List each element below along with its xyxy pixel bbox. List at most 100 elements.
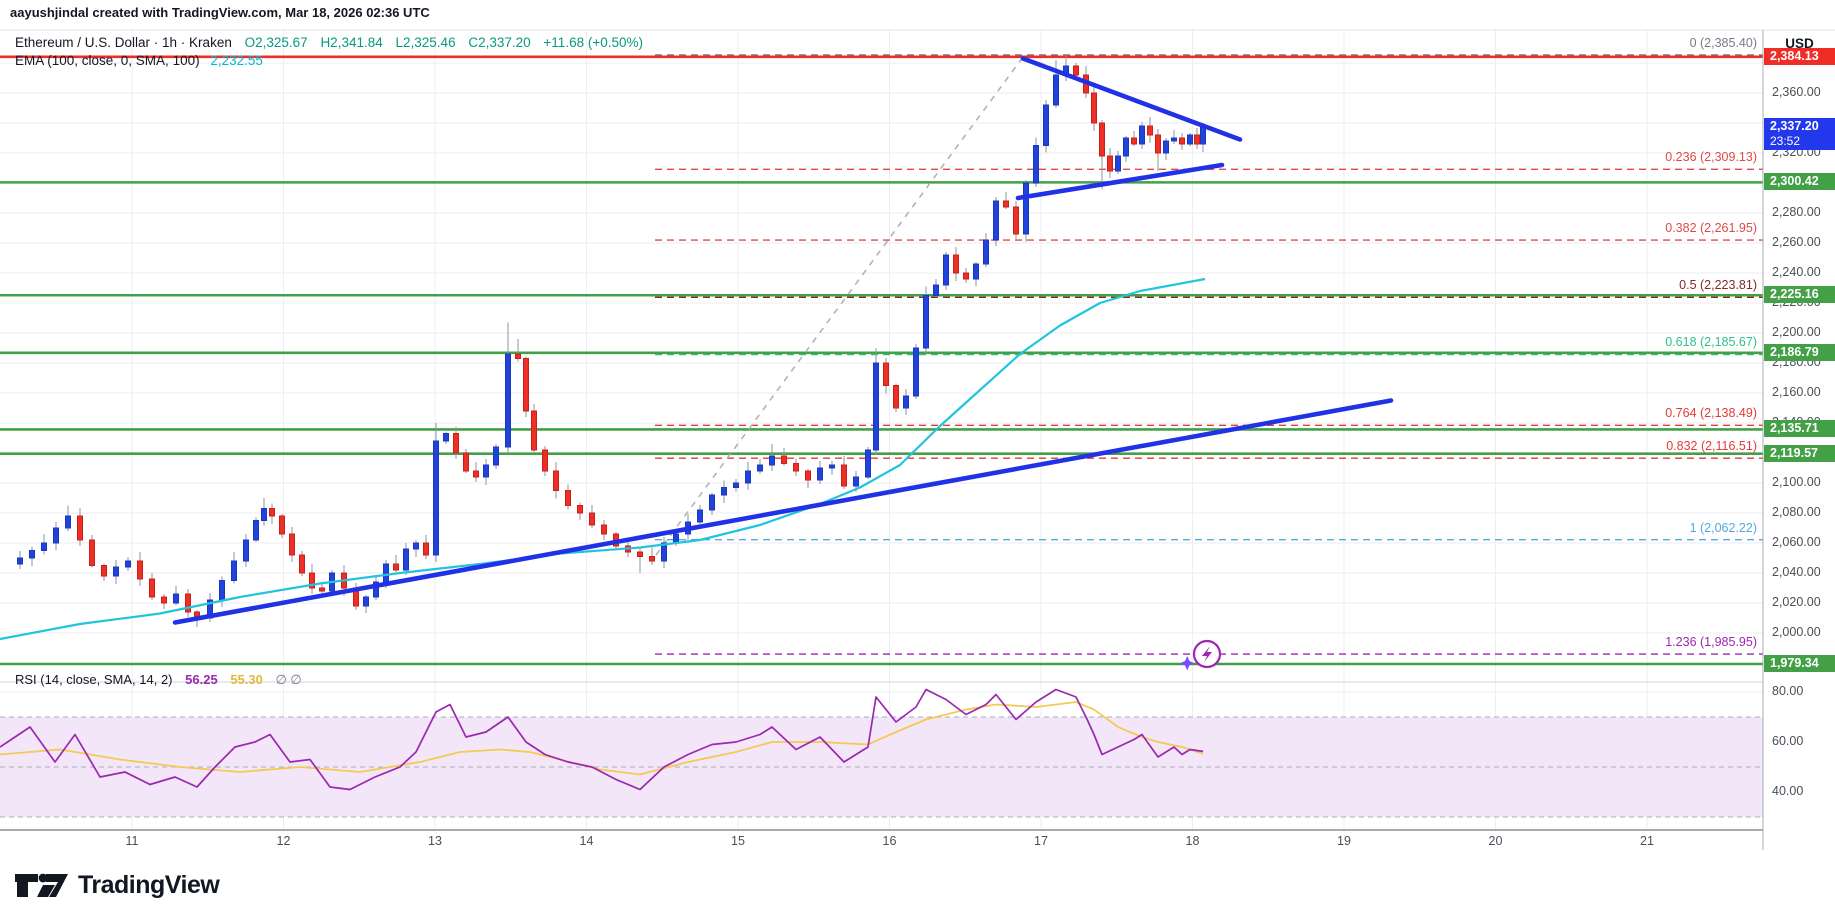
- candle-down: [531, 410, 537, 451]
- candle-down: [137, 560, 143, 580]
- candle-up: [1043, 104, 1049, 146]
- candle-up: [973, 263, 979, 280]
- ema-line[interactable]: [0, 277, 1206, 641]
- candle-down: [805, 470, 811, 481]
- price-tick: 2,260.00: [1772, 235, 1821, 249]
- rsi-legend[interactable]: RSI (14, close, SMA, 14, 2) 56.25 55.30 …: [15, 672, 302, 688]
- candle-down: [463, 452, 469, 472]
- candle-up: [363, 596, 369, 607]
- candle-up: [903, 395, 909, 409]
- candle-down: [185, 593, 191, 613]
- fib-label-0.618: 0.618 (2,185.67): [1665, 335, 1757, 350]
- candle-down: [515, 353, 521, 359]
- support-price-label: 2,135.71: [1764, 420, 1835, 438]
- lightning-icon: [1202, 646, 1212, 662]
- candle-down: [963, 272, 969, 280]
- candle-down: [161, 596, 167, 604]
- candle-up: [17, 557, 23, 565]
- date-tick: 11: [125, 834, 139, 848]
- rsi-line[interactable]: [0, 688, 1204, 791]
- candle-down: [1107, 155, 1113, 172]
- candle-down: [1073, 65, 1079, 76]
- fib-retracement-lines[interactable]: [655, 54, 1763, 655]
- candle-up: [817, 467, 823, 481]
- price-tick: 2,020.00: [1772, 595, 1821, 609]
- candle-down: [309, 572, 315, 589]
- candle-down: [589, 512, 595, 526]
- candle-up: [253, 520, 259, 541]
- tradingview-logo[interactable]: TradingView: [13, 869, 220, 901]
- date-tick: 15: [731, 834, 745, 848]
- support-trendline-long[interactable]: [172, 398, 1394, 625]
- ema-legend[interactable]: EMA (100, close, 0, SMA, 100) 2,232.55: [15, 53, 263, 68]
- candle-up: [125, 560, 131, 568]
- price-change: +11.68 (+0.50%): [543, 35, 643, 50]
- candle-down: [269, 508, 275, 517]
- candle-down: [1091, 92, 1097, 124]
- ohlc-close: C2,337.20: [468, 35, 531, 50]
- support-price-label: 1,979.34: [1764, 654, 1835, 672]
- candle-up: [505, 353, 511, 448]
- rsi-band: [0, 716, 1763, 818]
- candle-up: [231, 560, 237, 581]
- horizontal-level-lines[interactable]: [0, 55, 1763, 666]
- candle-down: [89, 539, 95, 566]
- lightning-marker[interactable]: [1180, 639, 1222, 671]
- candle-up: [673, 533, 679, 544]
- rsi-tick: 60.00: [1772, 734, 1804, 748]
- candle-up: [443, 433, 449, 442]
- rsi-value: 56.25: [185, 672, 218, 687]
- candle-up: [243, 539, 249, 562]
- candle-up: [1033, 145, 1039, 184]
- rsi-empty-values: ∅ ∅: [275, 672, 302, 687]
- tradingview-logo-text: TradingView: [78, 870, 220, 899]
- fib-label-0.832: 0.832 (2,116.51): [1666, 439, 1757, 454]
- candle-up: [403, 548, 409, 571]
- candle-up: [493, 446, 499, 466]
- date-tick: 18: [1185, 834, 1200, 848]
- candle-up: [1139, 125, 1145, 145]
- rsi-label[interactable]: RSI (14, close, SMA, 14, 2): [15, 672, 173, 687]
- fib-label-1: 1 (2,062.22): [1689, 520, 1757, 535]
- ema-label[interactable]: EMA (100, close, 0, SMA, 100): [15, 53, 200, 68]
- candle-down: [473, 470, 479, 478]
- candle-down: [1147, 125, 1153, 136]
- triangle-lower-trendline[interactable]: [1015, 162, 1225, 201]
- ohlc-open: O2,325.67: [244, 35, 308, 50]
- date-tick: 16: [882, 834, 897, 848]
- rsi-tick: 80.00: [1772, 684, 1804, 698]
- candle-down: [1194, 134, 1200, 145]
- candle-down: [781, 455, 787, 464]
- price-tick: 2,240.00: [1772, 265, 1821, 279]
- symbol-legend[interactable]: Ethereum / U.S. Dollar · 1h · Kraken O2,…: [15, 35, 643, 50]
- candle-down: [893, 385, 899, 409]
- rsi-sma-line[interactable]: [0, 701, 1204, 776]
- last-price-label: 2,337.20 23:52: [1764, 118, 1835, 151]
- candle-down: [1179, 137, 1185, 145]
- trend-projection-dashed-line[interactable]: [655, 56, 1024, 556]
- price-tick: 2,200.00: [1772, 325, 1821, 339]
- candle-up: [1115, 155, 1121, 172]
- candle-down: [289, 533, 295, 556]
- candle-up: [1123, 137, 1129, 157]
- fib-label-0: 0 (2,385.40): [1689, 35, 1757, 50]
- resistance-price-label: 2,384.13: [1764, 47, 1835, 65]
- candle-up: [1163, 140, 1169, 154]
- candle-down: [553, 470, 559, 491]
- triangle-upper-trendline[interactable]: [1020, 56, 1243, 142]
- candle-up: [993, 200, 999, 241]
- support-price-label: 2,186.79: [1764, 343, 1835, 361]
- candle-up: [433, 440, 439, 556]
- candle-up: [383, 563, 389, 583]
- date-tick: 12: [276, 834, 291, 848]
- symbol-title[interactable]: Ethereum / U.S. Dollar · 1h · Kraken: [15, 35, 232, 50]
- candle-up: [661, 542, 667, 562]
- price-tick: 2,160.00: [1772, 385, 1821, 399]
- candle-down: [149, 578, 155, 598]
- candle-up: [913, 347, 919, 397]
- candle-down: [423, 542, 429, 556]
- candle-down: [601, 524, 607, 535]
- date-tick: 13: [428, 834, 442, 848]
- candle-up: [1200, 126, 1206, 145]
